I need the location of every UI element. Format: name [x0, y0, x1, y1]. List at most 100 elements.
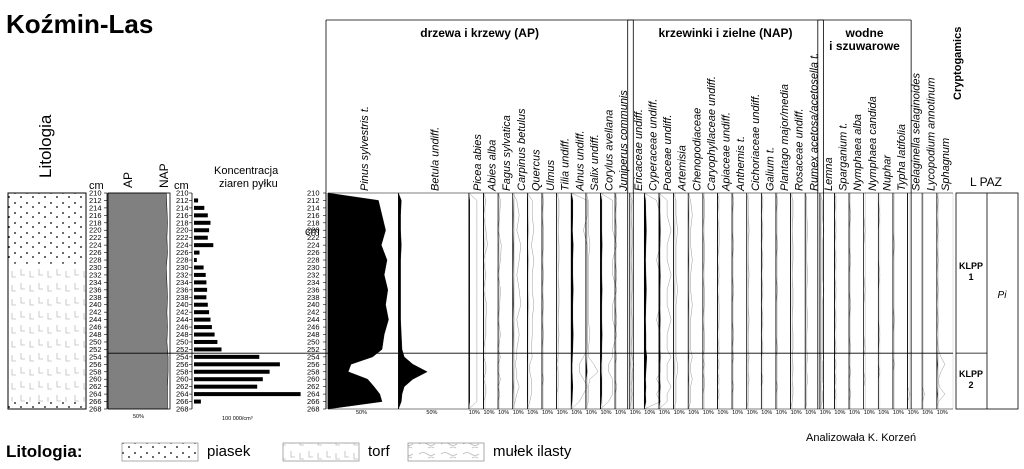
conc-depth-tick-label: 248: [176, 330, 189, 339]
taxon-8-scale-label: 10%: [557, 410, 568, 416]
concentration-bar: [194, 272, 206, 277]
diagram-title: Koźmin-Las: [6, 9, 153, 39]
taxon-12-exaggeration: [614, 192, 617, 409]
cryptogamics-label: Cryptogamics: [952, 27, 964, 100]
taxon-9-scale-label: 10%: [571, 410, 582, 416]
taxon-34-scale-label: 10%: [937, 410, 948, 416]
concentration-bar: [194, 339, 218, 344]
taxa-depth-tick-label: 234: [307, 278, 320, 287]
conc-depth-tick-label: 234: [176, 278, 189, 287]
depth-tick-label: 226: [89, 248, 102, 257]
conc-depth-tick-label: 256: [176, 360, 189, 369]
conc-depth-tick-label: 226: [176, 248, 189, 257]
taxon-9-curve: [570, 192, 574, 410]
conc-depth-tick-label: 260: [176, 375, 189, 384]
conc-depth-tick-label: 254: [176, 352, 189, 361]
depth-tick-label: 268: [89, 405, 102, 414]
taxon-25-scale-label: 10%: [805, 410, 816, 416]
taxon-15-exaggeration: [658, 192, 672, 410]
lithology-frame: [7, 192, 87, 410]
concentration-title-line-2: ziaren pyłku: [219, 178, 278, 190]
taxa-depth-tick-label: 250: [307, 337, 320, 346]
taxon-17-exaggeration: [687, 192, 693, 410]
depth-tick-label: 214: [89, 203, 102, 212]
legend-swatch-1: [282, 442, 360, 462]
taxa-depth-tick-label: 232: [307, 270, 320, 279]
taxon-22-scale-label: 10%: [761, 410, 772, 416]
lithology-axis-label: Litologia: [36, 114, 55, 178]
depth-tick-label: 232: [89, 270, 102, 279]
depth-tick-label: 218: [89, 218, 102, 227]
taxon-8-exaggeration: [556, 192, 560, 409]
taxon-9-label: Alnus undiff.: [574, 130, 586, 192]
taxon-12-scale-label: 10%: [615, 410, 626, 416]
taxon-5-scale-label: 10%: [513, 410, 524, 416]
taxon-26-label: Lemna: [823, 157, 835, 191]
taxon-9-exaggeration: [571, 192, 588, 410]
ap-nap-scale-label: 50%: [133, 414, 144, 420]
taxon-23-label: Plantago major/media: [779, 84, 791, 191]
taxon-23-scale-label: 10%: [776, 410, 787, 416]
taxa-depth-tick-label: 220: [307, 226, 320, 235]
concentration-bar: [194, 213, 208, 218]
taxa-depth-tick-label: 230: [307, 263, 320, 272]
taxon-5-exaggeration: [512, 192, 522, 410]
depth-tick-label: 266: [89, 397, 102, 406]
ap-axis-label: AP: [121, 172, 135, 188]
group-header-label-2-1: i szuwarowe: [829, 39, 900, 53]
taxa-depth-tick-label: 246: [307, 323, 320, 332]
zone-header: L PAZ: [970, 175, 1002, 189]
taxon-14-exaggeration: [644, 192, 661, 410]
taxa-depth-tick-label: 240: [307, 300, 320, 309]
taxon-17-scale-label: 10%: [688, 410, 699, 416]
conc-depth-tick-label: 252: [176, 345, 189, 354]
taxon-21-label: Cichoriaceae undiff.: [750, 94, 762, 191]
depth-tick-label: 228: [89, 256, 102, 265]
taxon-8-label: Tilia undiff.: [560, 138, 572, 191]
taxon-31-scale-label: 10%: [893, 410, 904, 416]
conc-depth-tick-label: 250: [176, 337, 189, 346]
taxon-0-label: Pinus sylvestris t.: [359, 106, 371, 191]
taxa-depth-tick-label: 242: [307, 308, 320, 317]
taxon-17-label: Chenopodiaceae: [691, 108, 703, 191]
zone-side-label: Pi: [998, 290, 1008, 301]
concentration-bar: [194, 228, 210, 233]
conc-depth-tick-label: 210: [176, 189, 189, 198]
depth-tick-label: 220: [89, 226, 102, 235]
lithology-layer-0: [8, 193, 86, 264]
concentration-bar: [194, 295, 207, 300]
taxon-6-exaggeration: [527, 192, 535, 410]
depth-tick-label: 240: [89, 300, 102, 309]
taxon-20-scale-label: 10%: [732, 410, 743, 416]
taxon-10-scale-label: 10%: [586, 410, 597, 416]
taxon-5-label: Carpinus betulus: [516, 108, 528, 191]
concentration-bar: [194, 399, 201, 404]
taxon-27-label: Sparganium t.: [838, 123, 850, 191]
depth-tick-label: 230: [89, 263, 102, 272]
depth-tick-label: 238: [89, 293, 102, 302]
conc-depth-tick-label: 266: [176, 397, 189, 406]
taxon-28-scale-label: 10%: [849, 410, 860, 416]
taxon-15-scale-label: 10%: [659, 410, 670, 416]
conc-depth-unit: cm: [174, 180, 189, 192]
taxon-12-label: Juniperus communis: [618, 90, 630, 192]
taxon-18-scale-label: 10%: [703, 410, 714, 416]
concentration-title-line-1: Koncentracja: [214, 165, 279, 177]
depth-tick-label: 234: [89, 278, 102, 287]
taxa-depth-tick-label: 238: [307, 293, 320, 302]
ap-nap-panel: cm21021221421621822022222422622823023223…: [89, 163, 171, 420]
lithology-column: [7, 192, 87, 410]
taxa-depth-tick-label: 210: [307, 189, 320, 198]
taxon-30-label: Nuphar: [881, 154, 893, 191]
taxon-34-label: Sphagnum: [940, 138, 952, 191]
concentration-bar: [194, 258, 197, 263]
concentration-bar: [194, 384, 258, 389]
taxon-11-curve: [600, 192, 603, 410]
taxon-19-label: Apiaceae undiff.: [721, 112, 733, 192]
taxon-4-label: Fagus sylvatica: [501, 115, 513, 191]
conc-depth-tick-label: 258: [176, 367, 189, 376]
taxon-3-label: Abies alba: [487, 140, 499, 192]
conc-depth-tick-label: 218: [176, 218, 189, 227]
taxon-30-scale-label: 10%: [878, 410, 889, 416]
concentration-bar: [194, 347, 222, 352]
